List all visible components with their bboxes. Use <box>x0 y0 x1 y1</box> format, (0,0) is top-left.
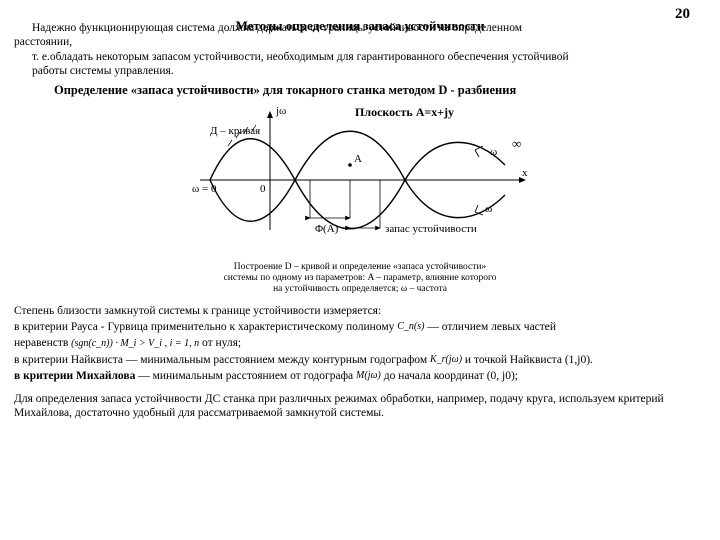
para: Степень близости замкнутой системы к гра… <box>14 304 706 318</box>
text: в критерии Рауса - Гурвица применительно… <box>14 321 397 333</box>
intro-line: работы системы управления. <box>14 64 706 78</box>
text-bold: в критерии Михайлова <box>14 370 135 382</box>
text: неравенств <box>14 337 71 349</box>
intro-text: Надежно функционирующая система должна д… <box>14 21 706 79</box>
para: в критерии Михайлова — минимальным расст… <box>14 369 706 383</box>
formula-mjw: M(jω) <box>356 370 381 383</box>
caption-line: на устойчивость определяется; ω – частот… <box>273 284 447 294</box>
text: и точкой Найквиста (1,j0). <box>465 354 593 366</box>
intro-line: Надежно функционирующая система должна д… <box>14 21 706 35</box>
label-phiA: Φ(A) <box>315 223 339 235</box>
label-x: x <box>522 167 528 179</box>
body-text: Степень близости замкнутой системы к гра… <box>14 304 706 421</box>
figure-caption: Построение D – кривой и определение «зап… <box>200 262 520 296</box>
page-number: 20 <box>675 6 690 23</box>
caption-line: системы по одному из параметров: A – пар… <box>224 273 497 283</box>
text: в критерии Найквиста — минимальным расст… <box>14 354 430 366</box>
label-zero: 0 <box>260 183 266 195</box>
text: — минимальным расстоянием от годографа <box>138 370 356 382</box>
para: неравенств (sgn(c_n)) · M_i > V_i , i = … <box>14 336 706 350</box>
formula-cn: C_n(s) <box>397 321 424 334</box>
caption-line: Построение D – кривой и определение «зап… <box>234 262 486 272</box>
figure: jω Плоскость A=x+jy Д – кривая ω = 0 0 A… <box>14 100 706 296</box>
text: от нуля; <box>202 337 241 349</box>
label-A: A <box>354 153 362 165</box>
intro-line: т. е.обладать некоторым запасом устойчив… <box>14 50 706 64</box>
label-omega2: ω <box>490 146 497 158</box>
para: в критерии Рауса - Гурвица применительно… <box>14 320 706 334</box>
text: до начала координат (0, j0); <box>384 370 518 382</box>
label-dcurve: Д – кривая <box>210 125 260 137</box>
label-plane: Плоскость A=x+jy <box>355 105 454 119</box>
label-inf: ∞ <box>512 136 521 151</box>
formula-ineq: (sgn(c_n)) · M_i > V_i , i = 1, n <box>71 338 199 351</box>
label-omega0: ω = 0 <box>192 183 217 195</box>
label-reserve: запас устойчивости <box>385 223 477 235</box>
para: Для определения запаса устойчивости ДС с… <box>14 392 706 421</box>
intro-line: расстоянии, <box>14 36 72 48</box>
subtitle: Определение «запаса устойчивости» для то… <box>54 83 706 98</box>
formula-kjw: K_r(jω) <box>430 354 462 367</box>
para: в критерии Найквиста — минимальным расст… <box>14 353 706 367</box>
label-omega: ω <box>485 203 492 215</box>
label-jw: jω <box>275 105 286 117</box>
d-curve-diagram: jω Плоскость A=x+jy Д – кривая ω = 0 0 A… <box>180 100 540 255</box>
text: — отличием левых частей <box>427 321 556 333</box>
